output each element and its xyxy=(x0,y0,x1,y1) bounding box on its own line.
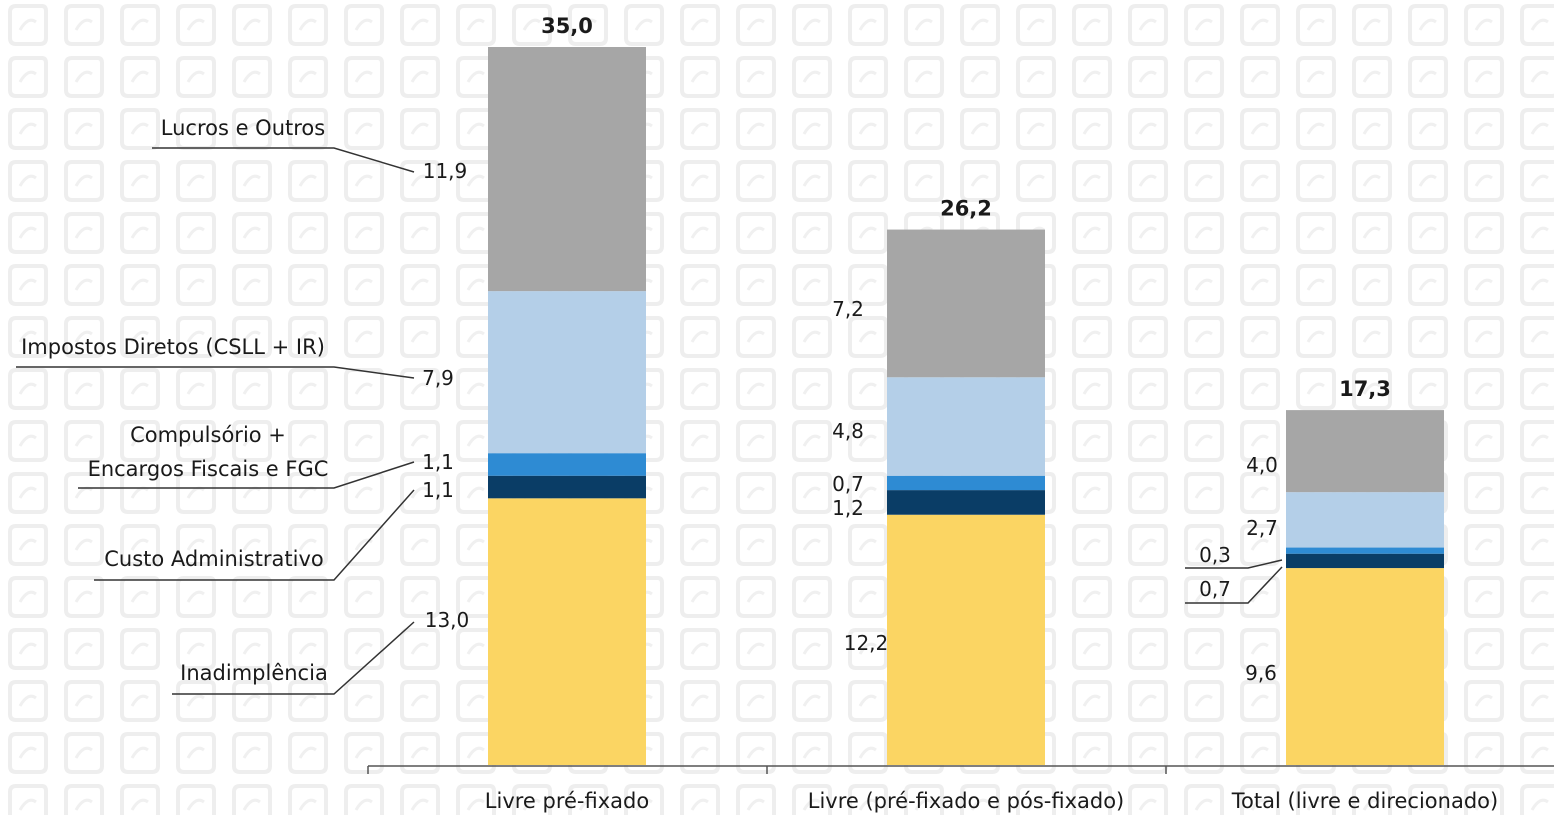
bar-segment xyxy=(488,498,646,765)
bar-segment xyxy=(887,490,1045,515)
x-tick-label: Total (livre e direcionado) xyxy=(1231,789,1498,813)
data-label: 0,7 xyxy=(1199,577,1231,601)
bar-segment xyxy=(887,475,1045,491)
data-label: 2,7 xyxy=(1246,516,1278,540)
legend-entry: Inadimplência xyxy=(180,661,328,685)
bar-segment xyxy=(887,514,1045,765)
data-label: 4,8 xyxy=(832,419,864,443)
leader-line xyxy=(94,489,415,581)
total-label: 17,3 xyxy=(1339,377,1391,401)
bar-segment xyxy=(1286,568,1444,765)
total-label: 35,0 xyxy=(541,14,593,38)
data-label: 9,6 xyxy=(1245,661,1277,685)
x-axis: Livre pré-fixado Livre (pré-fixado e pós… xyxy=(367,765,1554,813)
x-tick-label: Livre (pré-fixado e pós-fixado) xyxy=(808,789,1125,813)
leader-line xyxy=(16,366,415,379)
data-label: 12,2 xyxy=(844,631,889,655)
data-label: 1,2 xyxy=(832,496,864,520)
total-label: 26,2 xyxy=(940,197,992,221)
legend-entry: Lucros e Outros xyxy=(161,116,325,140)
bar-segment xyxy=(488,291,646,454)
bar-segment xyxy=(488,47,646,292)
bars-layer xyxy=(488,47,1444,765)
leader-line xyxy=(152,147,415,173)
bar-segment xyxy=(1286,410,1444,493)
bar-segment xyxy=(1286,553,1444,569)
data-label: 11,9 xyxy=(423,159,468,183)
leader-line xyxy=(1185,559,1283,569)
bar-segment xyxy=(887,377,1045,476)
legend-entry: Impostos Diretos (CSLL + IR) xyxy=(21,335,325,359)
data-label: 4,0 xyxy=(1246,453,1278,477)
bar-segment xyxy=(488,453,646,476)
data-label: 1,1 xyxy=(422,478,454,502)
legend-layer: Lucros e Outros Impostos Diretos (CSLL + … xyxy=(16,116,415,695)
data-label: 7,2 xyxy=(832,297,864,321)
bar-segment xyxy=(1286,492,1444,548)
leader-line xyxy=(78,461,415,489)
labels-layer: 13,01,11,17,911,935,012,21,20,74,87,226,… xyxy=(422,14,1391,685)
bar-segment xyxy=(887,229,1045,378)
leader-line xyxy=(172,621,415,695)
x-tick-label: Livre pré-fixado xyxy=(485,789,649,813)
data-label: 0,7 xyxy=(832,472,864,496)
data-label: 1,1 xyxy=(422,450,454,474)
bar-segment xyxy=(488,475,646,499)
legend-entry: Custo Administrativo xyxy=(104,547,323,571)
data-label: 7,9 xyxy=(422,366,454,390)
bar-segment xyxy=(1286,547,1444,554)
data-label: 13,0 xyxy=(425,608,470,632)
data-label: 0,3 xyxy=(1199,543,1231,567)
legend-entry: Compulsório + Encargos Fiscais e FGC xyxy=(88,423,329,481)
leader-line xyxy=(1185,566,1283,604)
